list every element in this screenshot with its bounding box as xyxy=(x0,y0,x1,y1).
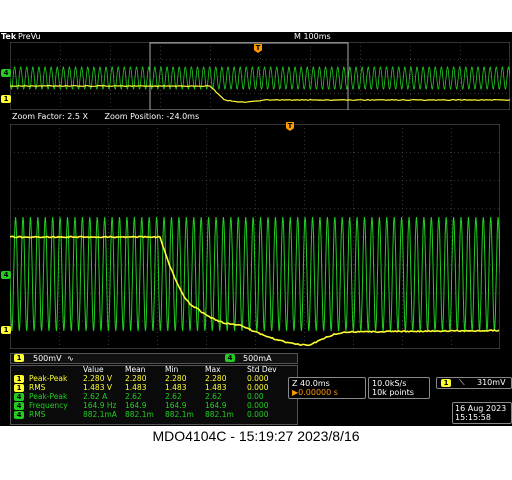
zoom-factor: Zoom Factor: 2.5 X xyxy=(12,112,88,121)
sample-rate: 10.0kS/s xyxy=(372,379,406,388)
zoom-waveform xyxy=(10,124,500,349)
measurement-value: 882.1m xyxy=(205,411,234,420)
date: 16 Aug 2023 xyxy=(455,404,506,413)
ch1-badge[interactable]: 1 xyxy=(14,354,24,362)
measurements-table: Value Mean Min Max Std Dev 1 Peak-Peak 2.2… xyxy=(10,365,298,425)
trigger-source-badge: 1 xyxy=(441,379,451,387)
measurement-label: RMS xyxy=(29,411,45,420)
tek-logo: Tek xyxy=(1,32,16,42)
measurement-channel-badge: 4 xyxy=(14,393,24,401)
measurement-channel-badge: 4 xyxy=(14,402,24,410)
channel-readout-bar: 1 500mV ∿ 4 500mA xyxy=(10,353,298,364)
ch4-scale: 500mA xyxy=(243,354,272,363)
oscilloscope-screen: Tek PreVu M 100ms T 4 1 Zoom Factor: 2.5… xyxy=(0,32,512,426)
time: 15:15:58 xyxy=(455,413,491,422)
zoom-delay: ▶0.00000 s xyxy=(292,388,338,397)
ch1-scale: 500mV xyxy=(33,354,62,363)
ch4-badge[interactable]: 4 xyxy=(225,354,235,362)
measurement-value: 882.1m xyxy=(165,411,194,420)
zoom-ch1-marker: 1 xyxy=(1,326,11,334)
zoom-time-box[interactable]: Z 40.0ms ▶0.00000 s xyxy=(288,377,366,399)
trigger-slope-icon: ⟍ xyxy=(459,378,465,387)
measurement-value: 882.1mA xyxy=(83,411,117,420)
measurement-row: 4 RMS 882.1mA 882.1m 882.1m 882.1m 0.000 xyxy=(11,411,297,420)
ch1-coupling-icon: ∿ xyxy=(67,354,74,363)
zoom-position: Zoom Position: -24.0ms xyxy=(104,112,199,121)
measurement-channel-badge: 1 xyxy=(14,375,24,383)
overview-ch1-marker: 1 xyxy=(1,95,11,103)
status-bar: Tek PreVu M 100ms xyxy=(0,32,512,42)
measurement-value: 0.000 xyxy=(247,411,268,420)
trigger-box[interactable]: 1 ⟍ 310mV xyxy=(436,377,512,389)
measurement-value: 882.1m xyxy=(125,411,154,420)
datetime-box: 16 Aug 2023 15:15:58 xyxy=(452,402,512,424)
zoom-ch4-marker: 4 xyxy=(1,271,11,279)
measurement-channel-badge: 4 xyxy=(14,411,24,419)
main-timebase: M 100ms xyxy=(294,32,331,42)
overview-ch4-marker: 4 xyxy=(1,69,11,77)
measurement-channel-badge: 1 xyxy=(14,384,24,392)
acquisition-box[interactable]: 10.0kS/s 10k points xyxy=(368,377,430,399)
zoom-info: Zoom Factor: 2.5 X Zoom Position: -24.0m… xyxy=(12,112,213,122)
zoom-time-scale: Z 40.0ms xyxy=(292,379,330,388)
trigger-level: 310mV xyxy=(477,378,506,387)
acquisition-status: PreVu xyxy=(18,32,41,42)
record-length: 10k points xyxy=(372,388,414,397)
overview-waveform xyxy=(10,42,510,110)
caption: MDO4104C - 15:19:27 2023/8/16 xyxy=(0,428,512,444)
